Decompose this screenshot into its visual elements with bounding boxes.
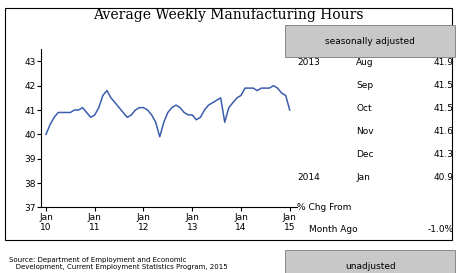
Text: Aug: Aug bbox=[356, 58, 374, 67]
Text: 40.9: 40.9 bbox=[434, 173, 453, 182]
FancyBboxPatch shape bbox=[285, 250, 455, 273]
Text: Sep: Sep bbox=[356, 81, 373, 90]
Text: 41.9: 41.9 bbox=[434, 58, 453, 67]
Text: Average Weekly Manufacturing Hours: Average Weekly Manufacturing Hours bbox=[93, 8, 364, 22]
Text: seasonally adjusted: seasonally adjusted bbox=[325, 37, 415, 46]
Text: 2013: 2013 bbox=[297, 58, 320, 67]
Text: Source: Department of Employment and Economic
   Development, Current Employment: Source: Department of Employment and Eco… bbox=[9, 257, 228, 270]
Text: Dec: Dec bbox=[356, 150, 374, 159]
Text: 41.5: 41.5 bbox=[434, 104, 453, 113]
Text: Jan: Jan bbox=[356, 173, 370, 182]
Text: Month Ago: Month Ago bbox=[309, 225, 358, 234]
Bar bbox=[5, 8, 452, 240]
Text: Oct: Oct bbox=[356, 104, 372, 113]
Text: 41.3: 41.3 bbox=[434, 150, 453, 159]
Text: Nov: Nov bbox=[356, 127, 374, 136]
Text: unadjusted: unadjusted bbox=[345, 262, 396, 271]
FancyBboxPatch shape bbox=[285, 25, 455, 57]
Text: -1.0%: -1.0% bbox=[427, 225, 453, 234]
Text: 41.6: 41.6 bbox=[434, 127, 453, 136]
Text: 41.5: 41.5 bbox=[434, 81, 453, 90]
Text: % Chg From: % Chg From bbox=[297, 203, 351, 212]
Text: 2014: 2014 bbox=[297, 173, 320, 182]
